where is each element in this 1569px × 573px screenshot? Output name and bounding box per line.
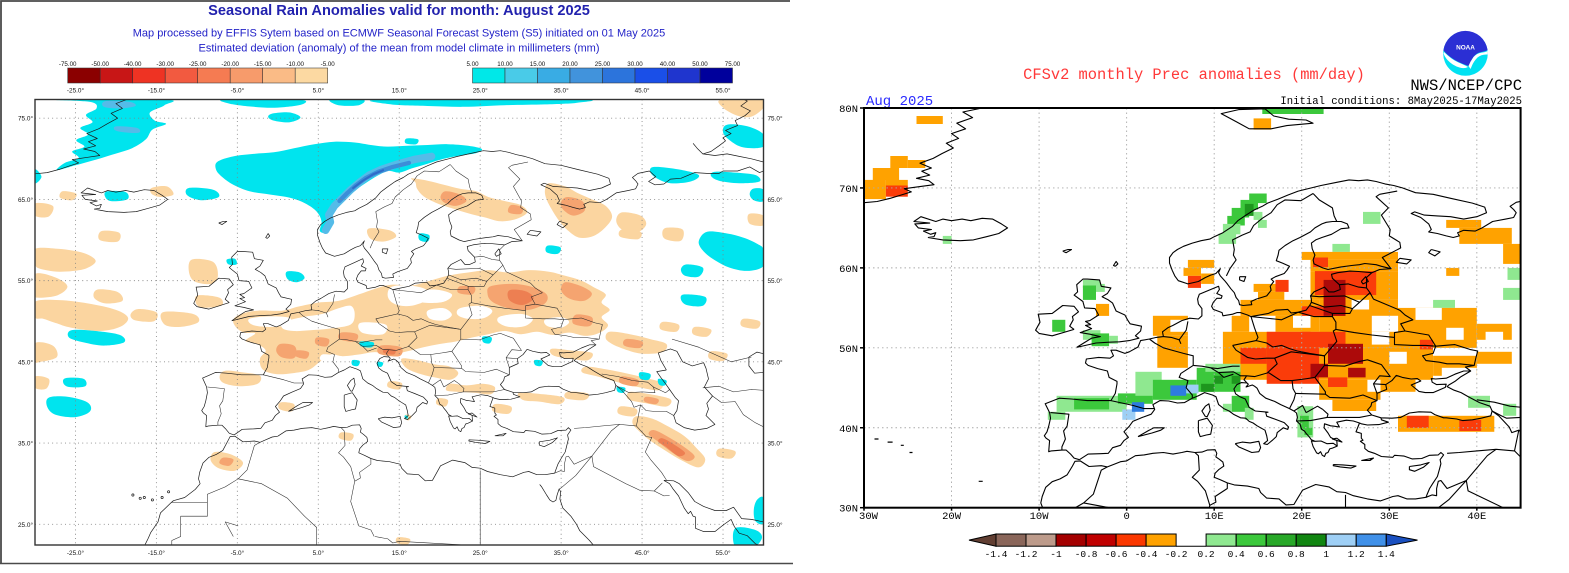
svg-text:0.6: 0.6 <box>1258 549 1275 560</box>
svg-text:1: 1 <box>1323 549 1329 560</box>
svg-text:70N: 70N <box>839 184 858 196</box>
svg-text:55.0°: 55.0° <box>716 87 731 95</box>
svg-text:0.8: 0.8 <box>1288 549 1305 560</box>
svg-text:0: 0 <box>1123 511 1129 523</box>
svg-text:0.4: 0.4 <box>1228 549 1245 560</box>
svg-text:0.2: 0.2 <box>1198 549 1215 560</box>
svg-text:25.0°: 25.0° <box>768 521 783 529</box>
svg-text:NOAA: NOAA <box>1456 45 1475 52</box>
svg-text:45.0°: 45.0° <box>18 358 33 366</box>
svg-text:CFSv2 monthly Prec anomalies (: CFSv2 monthly Prec anomalies (mm/day) <box>1023 66 1365 84</box>
svg-text:1.4: 1.4 <box>1378 549 1395 560</box>
svg-text:1.2: 1.2 <box>1348 549 1365 560</box>
svg-text:-40.00: -40.00 <box>124 61 142 68</box>
svg-text:15.0°: 15.0° <box>392 87 407 95</box>
svg-text:50.00: 50.00 <box>692 61 708 68</box>
svg-text:15.00: 15.00 <box>530 61 546 68</box>
svg-text:75.0°: 75.0° <box>18 115 33 123</box>
svg-text:5.0°: 5.0° <box>313 87 325 95</box>
svg-text:-25.00: -25.00 <box>189 61 207 68</box>
svg-text:-0.4: -0.4 <box>1135 549 1158 560</box>
svg-text:-0.8: -0.8 <box>1075 549 1098 560</box>
svg-text:25.0°: 25.0° <box>473 549 488 557</box>
svg-text:25.00: 25.00 <box>595 61 611 68</box>
svg-text:30E: 30E <box>1380 511 1399 523</box>
svg-text:20W: 20W <box>942 511 962 523</box>
svg-text:55.0°: 55.0° <box>18 277 33 285</box>
svg-text:-20.00: -20.00 <box>221 61 239 68</box>
svg-text:Initial conditions: 8May2025-1: Initial conditions: 8May2025-17May2025 <box>1280 96 1522 108</box>
svg-text:55.0°: 55.0° <box>716 549 731 557</box>
svg-text:75.0°: 75.0° <box>768 115 783 123</box>
svg-text:-1: -1 <box>1050 549 1062 560</box>
svg-text:25.0°: 25.0° <box>18 521 33 529</box>
svg-text:-1.2: -1.2 <box>1015 549 1038 560</box>
svg-text:45.0°: 45.0° <box>768 358 783 366</box>
svg-text:-50.00: -50.00 <box>91 61 109 68</box>
svg-text:-0.2: -0.2 <box>1165 549 1188 560</box>
svg-text:-15.0°: -15.0° <box>148 549 166 557</box>
svg-text:65.0°: 65.0° <box>18 196 33 204</box>
svg-text:30.00: 30.00 <box>627 61 643 68</box>
svg-text:-25.0°: -25.0° <box>67 549 85 557</box>
svg-text:-5.0°: -5.0° <box>231 549 245 557</box>
svg-text:50N: 50N <box>839 344 858 356</box>
svg-text:40.00: 40.00 <box>660 61 676 68</box>
svg-text:60N: 60N <box>839 264 858 276</box>
svg-text:Seasonal Rain Anomalies valid: Seasonal Rain Anomalies valid for month:… <box>208 3 590 19</box>
svg-text:65.0°: 65.0° <box>768 196 783 204</box>
svg-text:25.0°: 25.0° <box>473 87 488 95</box>
svg-text:Aug 2025: Aug 2025 <box>866 94 933 110</box>
svg-text:Estimated deviation (anomaly): Estimated deviation (anomaly) of the mea… <box>198 43 599 55</box>
svg-text:55.0°: 55.0° <box>768 277 783 285</box>
svg-text:10E: 10E <box>1205 511 1224 523</box>
svg-text:10W: 10W <box>1030 511 1050 523</box>
svg-text:10.00: 10.00 <box>497 61 513 68</box>
svg-text:20.00: 20.00 <box>562 61 578 68</box>
svg-text:35.0°: 35.0° <box>768 440 783 448</box>
svg-text:30N: 30N <box>839 504 858 516</box>
svg-text:5.0°: 5.0° <box>313 549 325 557</box>
svg-text:40N: 40N <box>839 424 858 436</box>
svg-text:35.0°: 35.0° <box>554 549 569 557</box>
svg-text:-75.00: -75.00 <box>59 61 77 68</box>
svg-text:-15.00: -15.00 <box>254 61 272 68</box>
svg-text:-25.0°: -25.0° <box>67 87 85 95</box>
svg-text:35.0°: 35.0° <box>554 87 569 95</box>
svg-text:-15.0°: -15.0° <box>148 87 166 95</box>
svg-text:-1.4: -1.4 <box>985 549 1008 560</box>
svg-text:-5.00: -5.00 <box>321 61 336 68</box>
svg-text:-0.6: -0.6 <box>1105 549 1128 560</box>
svg-text:20E: 20E <box>1292 511 1311 523</box>
svg-text:-5.0°: -5.0° <box>231 87 245 95</box>
svg-text:45.0°: 45.0° <box>635 549 650 557</box>
svg-text:-30.00: -30.00 <box>156 61 174 68</box>
svg-text:80N: 80N <box>839 104 858 116</box>
svg-text:75.00: 75.00 <box>725 61 741 68</box>
svg-text:30W: 30W <box>859 511 879 523</box>
svg-text:15.0°: 15.0° <box>392 549 407 557</box>
svg-text:35.0°: 35.0° <box>18 440 33 448</box>
svg-text:5.00: 5.00 <box>466 61 479 68</box>
svg-text:Map processed by EFFIS Sytem b: Map processed by EFFIS Sytem based on EC… <box>133 28 666 40</box>
svg-text:40E: 40E <box>1467 511 1486 523</box>
svg-text:-10.00: -10.00 <box>286 61 304 68</box>
svg-text:NWS/NCEP/CPC: NWS/NCEP/CPC <box>1410 77 1522 95</box>
svg-text:45.0°: 45.0° <box>635 87 650 95</box>
